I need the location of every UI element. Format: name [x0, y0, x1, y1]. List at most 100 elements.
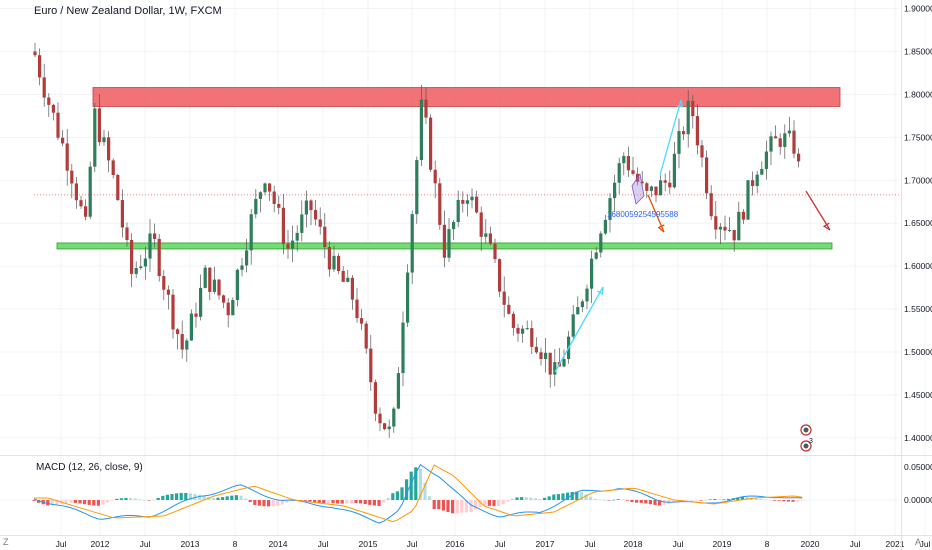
- candle-body: [640, 181, 644, 184]
- macd-histogram-bar: [78, 500, 82, 504]
- time-tick-label: Jul: [318, 539, 329, 549]
- candle-body: [304, 200, 308, 215]
- candle-body: [516, 327, 520, 334]
- candle: [438, 177, 442, 230]
- macd-histogram-bar: [377, 500, 381, 506]
- candle-body: [378, 413, 382, 424]
- price-tick-label: 1.70000: [904, 175, 932, 185]
- candle-body: [787, 130, 791, 134]
- macd-histogram-bar: [786, 500, 790, 502]
- pane-separator[interactable]: [0, 455, 932, 456]
- candle: [613, 174, 617, 212]
- macd-histogram-bar: [147, 500, 151, 501]
- candle: [493, 238, 497, 263]
- macd-histogram-bar: [248, 500, 252, 502]
- candle-body: [116, 175, 120, 201]
- zoom-button[interactable]: Z: [3, 537, 9, 547]
- candle: [387, 419, 391, 438]
- candle: [153, 223, 157, 248]
- macd-histogram-bar: [478, 500, 482, 508]
- macd-line: [33, 463, 803, 524]
- macd-histogram-bar: [198, 494, 202, 500]
- candle: [364, 320, 368, 354]
- macd-histogram-bar: [331, 500, 335, 504]
- candle-body: [484, 233, 488, 237]
- macd-histogram-bar: [483, 500, 487, 506]
- candle: [461, 191, 465, 213]
- macd-histogram-bar: [598, 499, 602, 501]
- candle-body: [741, 211, 745, 220]
- candle: [723, 215, 727, 241]
- candle: [396, 367, 400, 410]
- price-tick-label: 1.65000: [904, 218, 932, 228]
- macd-histogram-bar: [768, 500, 772, 501]
- candle-body: [203, 267, 207, 288]
- macd-histogram-bar: [64, 500, 68, 503]
- candle: [617, 157, 621, 195]
- candle-body: [797, 153, 801, 162]
- price-tick-label: 1.60000: [904, 261, 932, 271]
- candle: [378, 407, 382, 432]
- candle: [654, 186, 658, 203]
- macd-histogram-bar: [520, 497, 524, 500]
- macd-histogram-bar: [506, 500, 510, 502]
- candle: [70, 163, 74, 199]
- candle-body: [461, 199, 465, 204]
- candle: [755, 170, 759, 194]
- macd-histogram-bar: [455, 500, 459, 514]
- candle: [180, 320, 184, 359]
- candle: [33, 42, 37, 57]
- macd-histogram-bar: [690, 499, 694, 501]
- candle: [751, 171, 755, 196]
- candle-body: [350, 277, 354, 300]
- orange-arrow: [647, 194, 665, 233]
- macd-histogram-bar: [257, 500, 261, 506]
- macd-histogram-bar: [133, 498, 137, 500]
- candle: [737, 201, 741, 241]
- macd-histogram-bar: [391, 493, 395, 500]
- candle: [300, 200, 304, 242]
- macd-histogram-bar: [510, 498, 514, 500]
- macd-histogram-bar: [589, 496, 593, 500]
- candle-body: [332, 255, 336, 270]
- candle: [318, 207, 322, 235]
- macd-histogram-bar: [138, 499, 142, 500]
- red-projection-arrow: [805, 190, 831, 231]
- macd-histogram-bar: [382, 500, 386, 503]
- candle: [235, 268, 239, 307]
- time-tick-label: 8: [765, 539, 770, 549]
- macd-histogram-bar: [556, 494, 560, 500]
- candle-body: [74, 183, 78, 201]
- macd-histogram-bar: [635, 500, 639, 503]
- candle: [534, 337, 538, 354]
- time-axis-border: [0, 535, 932, 536]
- candle-body: [70, 170, 74, 184]
- candle-body: [277, 203, 281, 208]
- candle-body: [369, 348, 373, 383]
- macd-histogram-bar: [96, 500, 100, 506]
- candle-body: [208, 267, 212, 292]
- macd-histogram-bar: [570, 491, 574, 500]
- candle-body: [498, 259, 502, 292]
- candle-body: [631, 170, 635, 174]
- candle: [695, 103, 699, 155]
- candle-body: [194, 313, 198, 317]
- time-tick-label: 2016: [446, 539, 465, 549]
- macd-histogram-bar: [524, 497, 528, 500]
- auto-scale-button[interactable]: A: [915, 537, 922, 547]
- macd-histogram-bar: [202, 495, 206, 500]
- candle-body: [521, 328, 525, 334]
- candle: [56, 102, 60, 141]
- macd-histogram-bar: [796, 500, 800, 502]
- candle: [741, 208, 745, 225]
- candle-body: [424, 99, 428, 118]
- candle-body: [346, 277, 350, 282]
- candle: [199, 274, 203, 321]
- candle-body: [120, 200, 124, 228]
- candle-body: [755, 174, 759, 187]
- candle: [539, 347, 543, 366]
- candle-body: [47, 97, 51, 105]
- macd-histogram-bar: [110, 500, 114, 501]
- candle: [38, 48, 42, 86]
